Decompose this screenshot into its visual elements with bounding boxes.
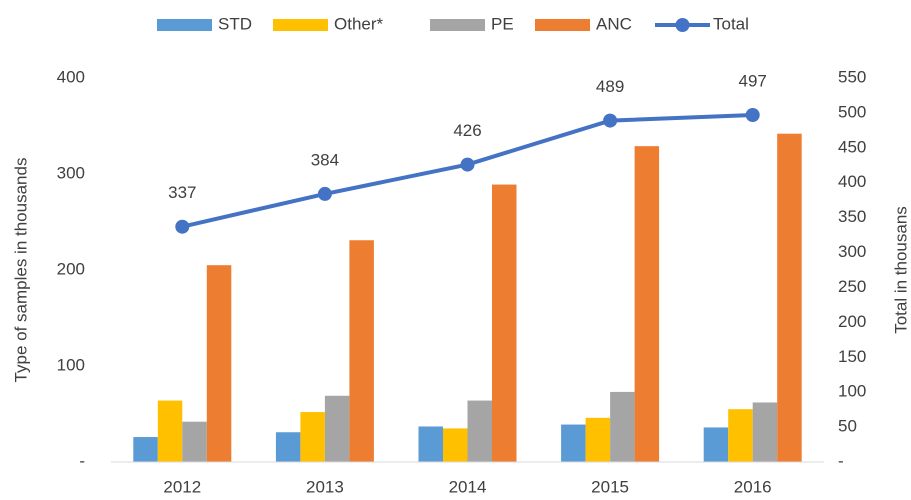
bar <box>133 437 158 462</box>
data-label: 384 <box>311 150 339 169</box>
line-point <box>317 186 332 201</box>
bar <box>349 240 374 462</box>
data-label: 337 <box>168 183 196 202</box>
x-tick-label: 2015 <box>591 477 629 496</box>
bar <box>275 432 301 462</box>
bar <box>206 265 232 462</box>
bar <box>182 421 207 462</box>
bar <box>492 184 517 462</box>
y2-tick-label: 250 <box>838 277 866 296</box>
legend-swatch <box>430 19 485 31</box>
legend-label: PE <box>491 14 514 33</box>
x-tick-label: 2012 <box>163 477 201 496</box>
bar <box>610 391 635 462</box>
bar <box>585 417 611 462</box>
bar <box>443 428 468 462</box>
y2-tick-label: - <box>838 451 844 470</box>
bar <box>728 409 753 462</box>
y-tick-label: 400 <box>57 67 85 86</box>
y-tick-label: 200 <box>57 259 85 278</box>
bar <box>561 424 586 462</box>
y2-tick-label: 100 <box>838 382 866 401</box>
bar <box>777 133 802 462</box>
data-label: 489 <box>596 77 624 96</box>
legend-label: STD <box>218 14 252 33</box>
y2-tick-label: 400 <box>838 172 866 191</box>
bar <box>157 400 183 462</box>
y-tick-label: 300 <box>57 163 85 182</box>
y2-axis-title: Total in thousans <box>891 206 910 334</box>
bar <box>418 426 443 462</box>
data-label: 426 <box>453 121 481 140</box>
legend-swatch-marker <box>675 18 690 32</box>
y2-tick-label: 500 <box>838 102 866 121</box>
y-tick-label: 100 <box>57 355 85 374</box>
legend-label: Total <box>713 14 749 33</box>
y2-tick-label: 550 <box>838 67 866 86</box>
y2-tick-label: 300 <box>838 242 866 261</box>
y2-tick-label: 200 <box>838 312 866 331</box>
y2-tick-label: 50 <box>838 417 857 436</box>
y2-tick-label: 350 <box>838 207 866 226</box>
x-tick-label: 2013 <box>306 477 344 496</box>
bar <box>703 427 729 462</box>
bar <box>752 402 778 462</box>
legend-swatch <box>157 19 212 31</box>
y-axis-title: Type of samples in thousands <box>11 158 30 383</box>
line-point <box>745 108 760 123</box>
bar <box>300 412 325 462</box>
x-tick-label: 2014 <box>449 477 487 496</box>
y-tick-label: - <box>79 451 85 470</box>
y2-tick-label: 450 <box>838 137 866 156</box>
y2-tick-label: 150 <box>838 347 866 366</box>
line-point <box>460 157 475 172</box>
x-tick-label: 2016 <box>734 477 772 496</box>
data-label: 497 <box>739 71 767 90</box>
bar <box>467 400 492 462</box>
legend-label: ANC <box>596 14 632 33</box>
legend-swatch <box>535 19 590 31</box>
line-point <box>175 219 190 234</box>
bar <box>324 395 350 462</box>
bar <box>634 146 660 462</box>
legend-label: Other* <box>334 14 384 33</box>
legend-swatch <box>273 19 328 31</box>
line-point <box>603 113 618 128</box>
